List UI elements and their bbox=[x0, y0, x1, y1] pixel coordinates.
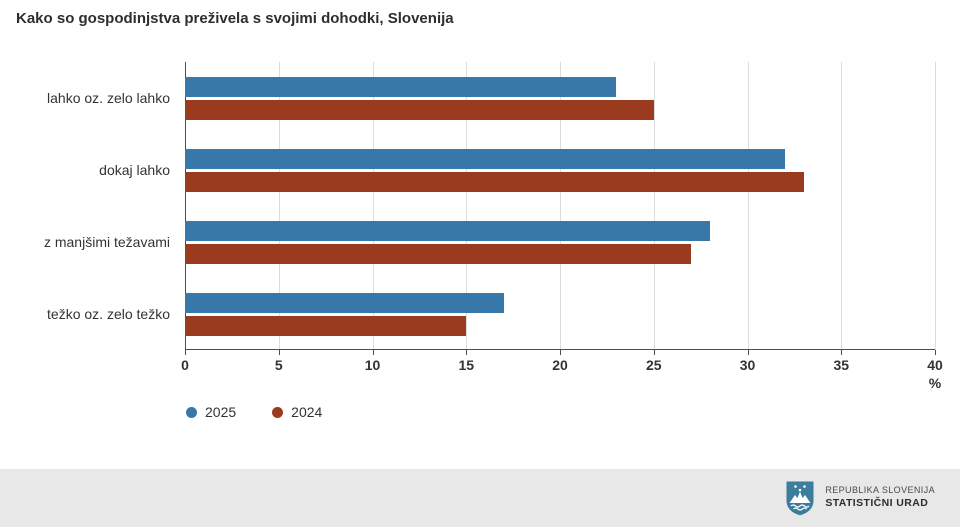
tick-mark bbox=[466, 350, 468, 355]
legend-label: 2025 bbox=[205, 404, 237, 420]
tick-mark bbox=[935, 350, 936, 355]
x-tick-label: 10 bbox=[364, 357, 381, 373]
category-label: dokaj lahko bbox=[99, 162, 170, 178]
x-tick-label: 30 bbox=[739, 357, 756, 373]
x-tick-label: 20 bbox=[552, 357, 568, 373]
x-axis-line bbox=[185, 349, 935, 350]
tick-mark bbox=[185, 350, 186, 355]
org-name-line2: STATISTIČNI URAD bbox=[825, 497, 929, 510]
bar-group bbox=[185, 134, 935, 206]
gridline bbox=[747, 62, 749, 350]
tick-mark bbox=[653, 350, 655, 355]
bar-group bbox=[185, 278, 935, 350]
bar-2025 bbox=[185, 76, 617, 97]
slovenia-coat-of-arms-icon bbox=[786, 481, 814, 516]
bar-2024 bbox=[185, 99, 654, 120]
x-axis-unit-label: % bbox=[928, 375, 942, 391]
bar-2024 bbox=[185, 171, 804, 192]
tick-mark bbox=[841, 350, 843, 355]
legend: 2025 2024 bbox=[186, 404, 322, 420]
gridline bbox=[560, 62, 561, 350]
tick-mark bbox=[560, 350, 561, 355]
bar-2024 bbox=[185, 243, 692, 264]
x-tick-label: 40 bbox=[927, 357, 943, 373]
bar-2024 bbox=[185, 315, 467, 336]
gridline bbox=[372, 62, 374, 350]
y-axis-line bbox=[185, 62, 186, 350]
bar-chart: lahko oz. zelo lahko dokaj lahko z manjšim… bbox=[0, 62, 936, 355]
footer-bar: REPUBLIKA SLOVENIJA STATISTIČNI URAD bbox=[0, 469, 960, 527]
bar-group bbox=[185, 206, 935, 278]
chart-title: Kako so gospodinjstva preživela s svojim… bbox=[16, 10, 454, 27]
x-tick-label: 0 bbox=[181, 357, 189, 373]
legend-item-2024: 2024 bbox=[272, 404, 322, 420]
plot-area bbox=[185, 62, 936, 355]
bar-2025 bbox=[185, 220, 710, 241]
gridline bbox=[278, 62, 280, 350]
x-tick-label: 35 bbox=[833, 357, 850, 373]
legend-item-2025: 2025 bbox=[186, 404, 236, 420]
category-label: z manjšimi težavami bbox=[43, 234, 170, 250]
tick-mark bbox=[278, 350, 280, 355]
org-name-line1: REPUBLIKA SLOVENIJA bbox=[825, 485, 935, 496]
x-tick-label: 25 bbox=[645, 357, 662, 373]
x-tick-label: 15 bbox=[458, 357, 475, 373]
bar-2025 bbox=[185, 292, 504, 313]
legend-color-dot bbox=[186, 406, 197, 418]
bar-rows bbox=[185, 62, 935, 350]
statistical-office-logo: REPUBLIKA SLOVENIJA STATISTIČNI URAD bbox=[785, 480, 935, 516]
gridline bbox=[841, 62, 843, 350]
x-axis-tick-labels: % 0 5 10 15 20 25 30 35 40 bbox=[181, 357, 943, 397]
gridline bbox=[466, 62, 468, 350]
bar-group bbox=[185, 62, 935, 134]
tick-mark bbox=[372, 350, 374, 355]
bar-2025 bbox=[185, 148, 785, 169]
gridline bbox=[935, 62, 936, 350]
category-label: težko oz. zelo težko bbox=[47, 306, 170, 322]
category-label: lahko oz. zelo lahko bbox=[47, 90, 170, 106]
legend-label: 2024 bbox=[291, 404, 323, 420]
gridline bbox=[653, 62, 655, 350]
category-labels-column: lahko oz. zelo lahko dokaj lahko z manjšim… bbox=[0, 62, 185, 350]
x-tick-label: 5 bbox=[274, 357, 283, 373]
legend-color-dot bbox=[272, 406, 284, 418]
org-name: REPUBLIKA SLOVENIJA STATISTIČNI URAD bbox=[825, 485, 935, 510]
gridlines bbox=[185, 62, 936, 355]
tick-mark bbox=[747, 350, 749, 355]
